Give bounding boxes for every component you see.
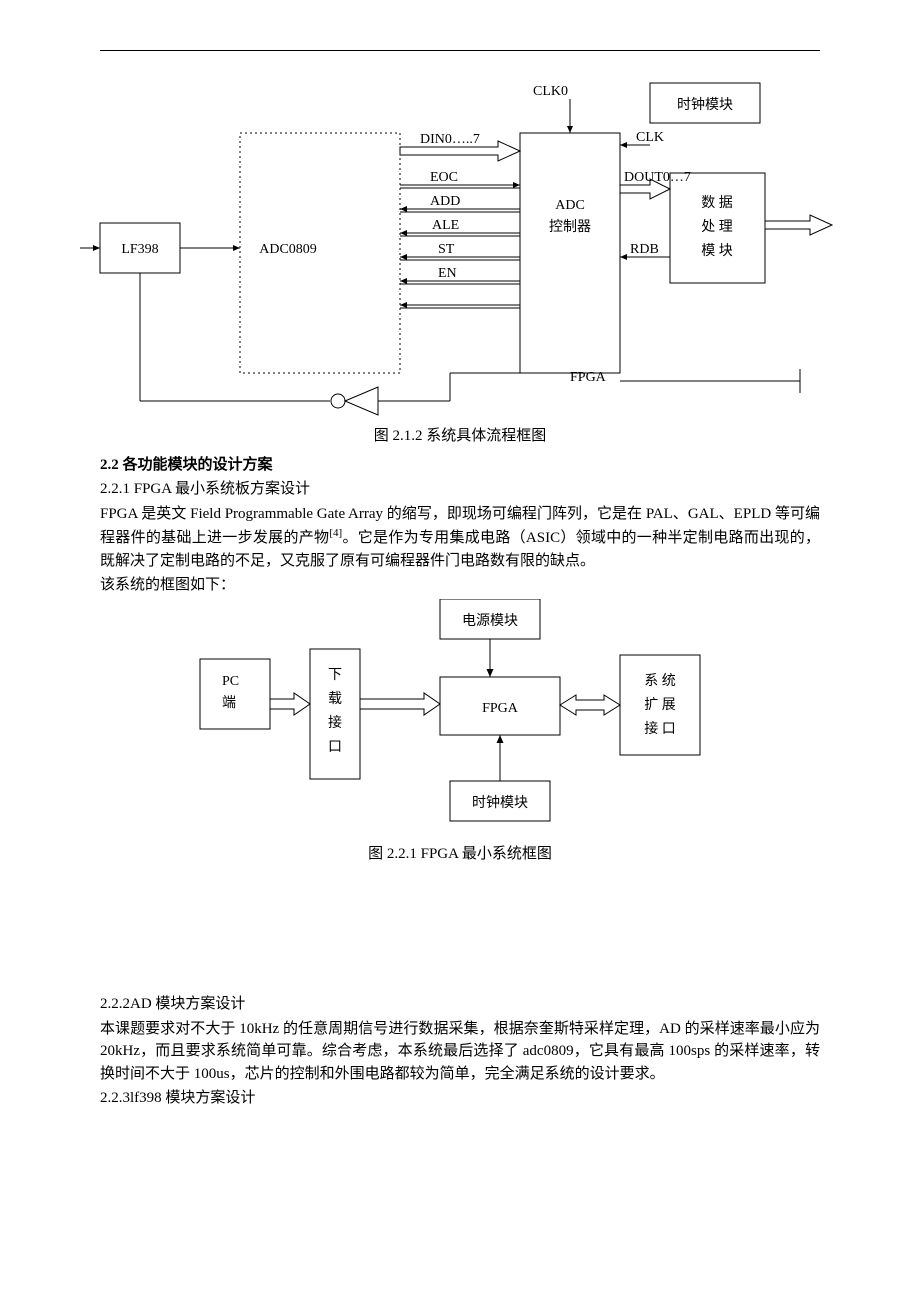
section-2-2: 2.2 各功能模块的设计方案 2.2.1 FPGA 最小系统板方案设计 FPGA… (100, 454, 820, 597)
node-clk2-label: 时钟模块 (472, 794, 528, 811)
diagram-1-system-flow: LF398 ADC0809 ADC 控制器 时钟模块 数 据 处 理 模 块 C… (80, 81, 840, 421)
heading-2-2-2: 2.2.2AD 模块方案设计 (100, 993, 820, 1016)
para-2-2-1: FPGA 是英文 Field Programmable Gate Array 的… (100, 503, 820, 573)
sig-rdb: RDB (630, 242, 659, 257)
sig-en: EN (438, 266, 457, 281)
node-pc-l2: 端 (222, 695, 236, 711)
diagram-1-caption: 图 2.1.2 系统具体流程框图 (0, 425, 920, 448)
node-ext-l2: 扩 展 (644, 697, 676, 713)
para-2-2-1c: 该系统的框图如下： (100, 574, 820, 597)
node-fpga-label: FPGA (482, 701, 519, 716)
node-dl-l4: 口 (328, 740, 342, 755)
node-dp-l3: 模 块 (701, 243, 733, 259)
sig-ale: ALE (432, 218, 459, 233)
heading-2-2-3: 2.2.3lf398 模块方案设计 (100, 1087, 820, 1110)
node-dl-l1: 下 (328, 668, 342, 683)
node-pc-l1: PC (222, 674, 239, 689)
node-pwr-label: 电源模块 (462, 613, 518, 629)
sig-clk0: CLK0 (533, 84, 568, 99)
cite-4: [4] (329, 527, 342, 539)
node-ext-l1: 系 统 (644, 673, 676, 689)
diagram-2-svg: PC 端 下 载 接 口 电源模块 FPGA 时钟模块 系 统 (180, 599, 740, 839)
node-dp-l1: 数 据 (701, 195, 733, 211)
diagram-1-svg: LF398 ADC0809 ADC 控制器 时钟模块 数 据 处 理 模 块 C… (80, 81, 840, 421)
spacer (0, 871, 920, 991)
node-lf398-label: LF398 (121, 242, 158, 257)
node-clkmod-label: 时钟模块 (677, 96, 733, 113)
node-dl-l3: 接 (328, 714, 342, 731)
sig-add: ADD (430, 194, 460, 209)
sig-din: DIN0…..7 (420, 132, 480, 147)
node-ext-l3: 接 口 (644, 720, 676, 737)
heading-2-2: 2.2 各功能模块的设计方案 (100, 454, 820, 477)
sig-clk: CLK (636, 130, 664, 145)
node-dl-l2: 载 (328, 691, 342, 707)
node-adcctrl-l1: ADC (555, 198, 585, 213)
fpga-label: FPGA (570, 370, 607, 385)
diagram-2-fpga-min-sys: PC 端 下 载 接 口 电源模块 FPGA 时钟模块 系 统 (180, 599, 740, 839)
node-adc0809-label: ADC0809 (259, 242, 317, 257)
para-2-2-2: 本课题要求对不大于 10kHz 的任意周期信号进行数据采集，根据奈奎斯特采样定理… (100, 1018, 820, 1086)
node-dp-l2: 处 理 (701, 219, 733, 235)
sig-eoc: EOC (430, 170, 458, 185)
heading-2-2-1: 2.2.1 FPGA 最小系统板方案设计 (100, 478, 820, 501)
node-adcctrl-l2: 控制器 (549, 219, 591, 235)
page: LF398 ADC0809 ADC 控制器 时钟模块 数 据 处 理 模 块 C… (0, 0, 920, 1172)
sig-st: ST (438, 242, 455, 257)
section-2-2-2: 2.2.2AD 模块方案设计 本课题要求对不大于 10kHz 的任意周期信号进行… (100, 993, 820, 1110)
header-rule (100, 50, 820, 51)
diagram-2-caption: 图 2.2.1 FPGA 最小系统框图 (0, 843, 920, 866)
